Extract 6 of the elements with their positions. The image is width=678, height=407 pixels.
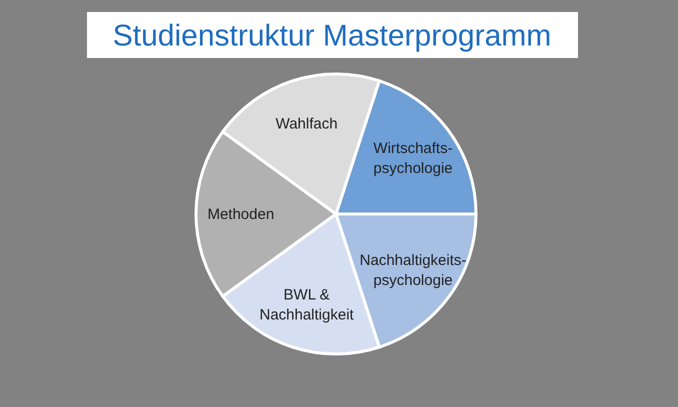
slice-label: Wirtschafts- psychologie: [373, 140, 453, 177]
slice-label: Methoden: [207, 206, 274, 222]
slice-label: Nachhaltigkeits- psychologie: [360, 251, 466, 288]
slice-label: BWL & Nachhaltigkeit: [259, 286, 355, 324]
chart-title: Studienstruktur Masterprogramm: [112, 20, 552, 52]
slice-label: Wahlfach: [276, 114, 338, 132]
